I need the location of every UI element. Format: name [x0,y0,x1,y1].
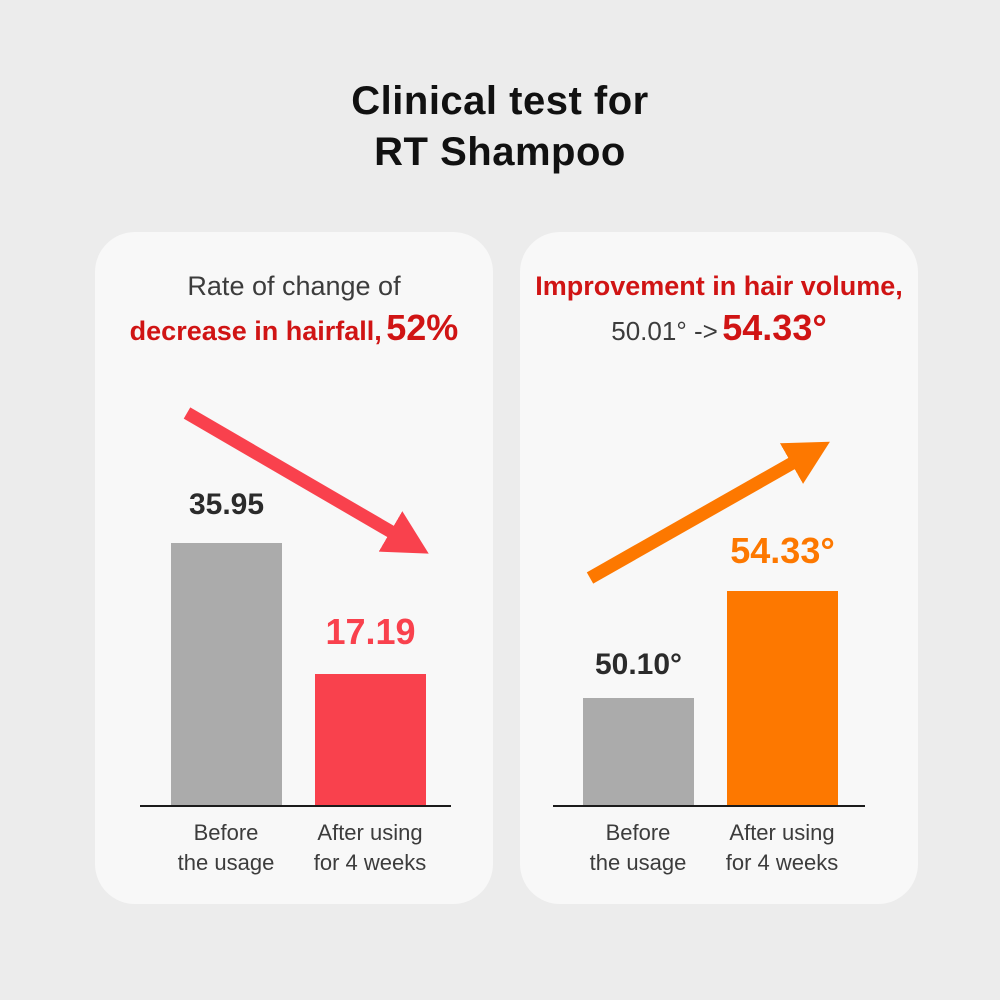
volume-before-value: 50.10° [594,648,683,681]
hairfall-category-before: Before the usage [151,818,301,877]
volume-heading-top: Improvement in hair volume, [535,271,903,301]
hairfall-category-after: After using for 4 weeks [295,818,445,877]
hairfall-heading-bottom: decrease in hairfall, [129,316,382,347]
page-title-line1: Clinical test for [351,79,649,123]
volume-before-bar [583,698,694,805]
page-title: Clinical test for RT Shampoo [0,76,1000,178]
hairfall-after-bar [315,674,426,805]
volume-axis-line [553,805,865,807]
hairfall-category-after-line2: for 4 weeks [313,849,427,875]
volume-category-after: After using for 4 weeks [707,818,857,877]
hairfall-category-before-line2: the usage [177,849,275,875]
hairfall-axis-line [140,805,451,807]
volume-category-before-line1: Before [605,820,671,845]
hairfall-before-value: 35.95 [188,488,265,521]
hairfall-chart-card: Rate of change of decrease in hairfall, … [95,232,493,904]
volume-heading: Improvement in hair volume, 50.01° -> 54… [520,268,918,353]
volume-after-bar [727,591,838,805]
page-title-line2: RT Shampoo [374,130,626,175]
volume-after-value: 54.33° [730,530,835,571]
volume-heading-from: 50.01° -> [611,316,718,347]
volume-category-after-line2: for 4 weeks [725,849,839,875]
hairfall-after-value: 17.19 [325,611,416,652]
hairfall-before-bar [171,543,282,805]
volume-category-after-line1: After using [729,820,835,845]
hairfall-heading-top: Rate of change of [187,271,401,301]
volume-heading-value: 54.33° [722,307,827,349]
hairfall-heading-value: 52% [386,307,459,349]
hairfall-category-before-line1: Before [193,820,259,845]
volume-category-before: Before the usage [563,818,713,877]
hairfall-heading: Rate of change of decrease in hairfall, … [95,268,493,353]
volume-chart-card: Improvement in hair volume, 50.01° -> 54… [520,232,918,904]
volume-category-before-line2: the usage [589,849,687,875]
hairfall-category-after-line1: After using [317,820,423,845]
